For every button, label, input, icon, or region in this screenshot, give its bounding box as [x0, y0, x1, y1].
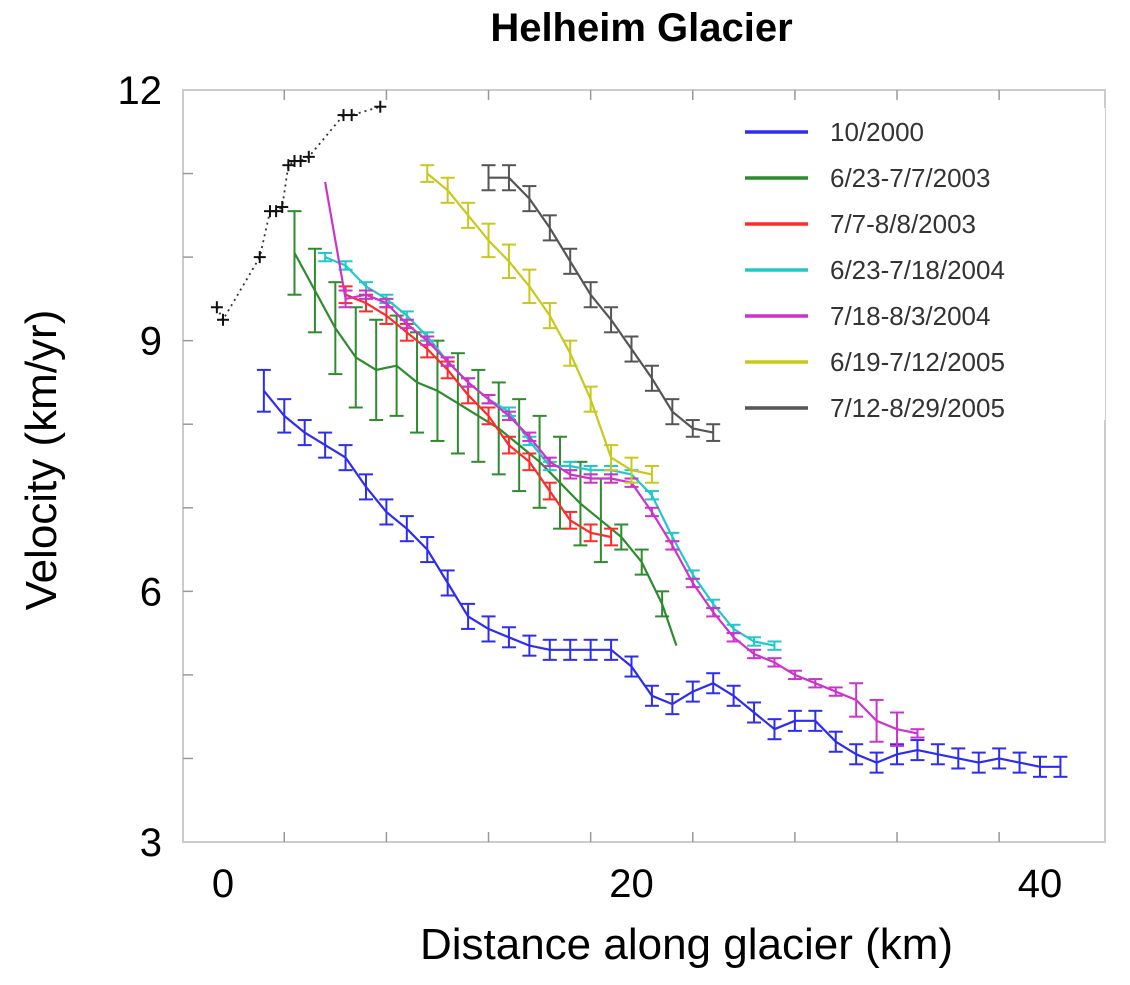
series-group: [256, 368, 1068, 778]
series-group: [287, 210, 678, 646]
y-tick-label: 3: [140, 821, 162, 865]
axes: 0 20 40 3 6 9 12: [118, 69, 1063, 906]
legend-label: 7/18-8/3/2004: [830, 301, 990, 331]
series-layer: [210, 100, 1068, 778]
y-tick-label: 9: [140, 320, 162, 364]
series-line: [345, 293, 612, 539]
legend-label: 7/12-8/29/2005: [830, 393, 1005, 423]
x-tick-label: 0: [212, 862, 234, 906]
series-line: [426, 172, 653, 476]
x-axis-label: Distance along glacier (km): [419, 920, 954, 969]
chart-title: Helheim Glacier: [490, 6, 793, 50]
series-line: [216, 105, 381, 322]
legend-label: 6/23-7/7/2003: [830, 163, 990, 193]
series-group: [481, 164, 721, 442]
x-tick-label: 20: [609, 862, 654, 906]
series-group: [420, 164, 659, 484]
series-line: [488, 176, 714, 434]
series-group: [324, 181, 925, 747]
series-line: [293, 252, 678, 646]
legend-background: [735, 108, 1105, 420]
series-group: [210, 100, 387, 326]
y-tick-label: 12: [118, 69, 163, 113]
legend: 10/2000 6/23-7/7/2003 7/7-8/8/2003 6/23-7/1…: [735, 108, 1105, 423]
x-tick-label: 40: [1018, 862, 1063, 906]
series-line: [324, 181, 918, 735]
series-line: [263, 390, 1061, 768]
y-tick-label: 6: [140, 570, 162, 614]
legend-label: 6/19-7/12/2005: [830, 347, 1005, 377]
legend-label: 10/2000: [830, 117, 924, 147]
plot-frame: [182, 89, 1106, 843]
legend-label: 6/23-7/18/2004: [830, 255, 1005, 285]
legend-label: 7/7-8/8/2003: [830, 209, 976, 239]
